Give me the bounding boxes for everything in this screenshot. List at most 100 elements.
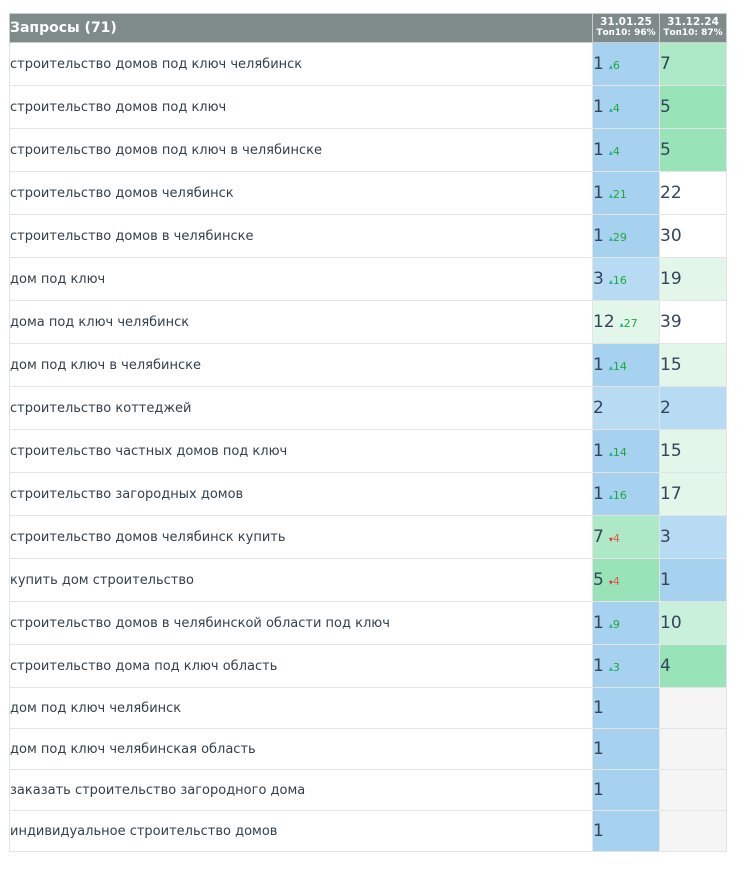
position-change: ▴14 bbox=[609, 360, 627, 373]
position-value: 10 bbox=[660, 613, 682, 633]
position-cell-current: 2 bbox=[592, 386, 660, 430]
change-value: 4 bbox=[612, 532, 620, 545]
query-text[interactable]: индивидуальное строительство домов bbox=[9, 810, 593, 852]
column-top10: Топ10: 87% bbox=[663, 28, 723, 38]
table-row: строительство домов челябинск 1 ▴21 22 bbox=[9, 171, 727, 215]
position-change: ▴27 bbox=[620, 317, 638, 330]
query-text[interactable]: купить дом строительство bbox=[9, 558, 593, 602]
position-value: 7 bbox=[660, 54, 671, 74]
column-date: 31.12.24 bbox=[667, 16, 719, 28]
query-text[interactable]: дома под ключ челябинск bbox=[9, 300, 593, 344]
query-text[interactable]: дом под ключ челябинская область bbox=[9, 728, 593, 770]
position-change: ▴3 bbox=[609, 661, 620, 674]
position-cell-previous: 4 bbox=[659, 644, 727, 688]
position-cell-current: 1 ▴14 bbox=[592, 429, 660, 473]
date-column-header[interactable]: 31.12.24 Топ10: 87% bbox=[659, 13, 727, 43]
query-text[interactable]: дом под ключ в челябинске bbox=[9, 343, 593, 387]
position-value: 17 bbox=[660, 484, 682, 504]
query-text[interactable]: строительство домов челябинск купить bbox=[9, 515, 593, 559]
position-value: 4 bbox=[660, 656, 671, 676]
position-cell-previous: 1 bbox=[659, 558, 727, 602]
position-value: 12 bbox=[593, 312, 615, 332]
table-row: строительство домов под ключ 1 ▴4 5 bbox=[9, 85, 727, 129]
query-text[interactable]: строительство частных домов под ключ bbox=[9, 429, 593, 473]
arrow-down-icon: ▾ bbox=[608, 578, 613, 587]
arrow-up-icon: ▴ bbox=[608, 105, 613, 114]
position-cell-current: 1 ▴16 bbox=[592, 472, 660, 516]
query-text[interactable]: строительство домов под ключ челябинск bbox=[9, 42, 593, 86]
position-value: 1 bbox=[593, 780, 604, 800]
position-cell-previous bbox=[659, 728, 727, 770]
arrow-up-icon: ▴ bbox=[608, 363, 613, 372]
query-text[interactable]: строительство домов челябинск bbox=[9, 171, 593, 215]
position-value: 1 bbox=[593, 226, 604, 246]
arrow-up-icon: ▴ bbox=[608, 449, 613, 458]
arrow-up-icon: ▴ bbox=[608, 492, 613, 501]
position-value: 15 bbox=[660, 441, 682, 461]
position-change: ▴21 bbox=[609, 188, 627, 201]
position-value: 1 bbox=[593, 739, 604, 759]
position-change: ▴4 bbox=[609, 145, 620, 158]
table-row: строительство загородных домов 1 ▴16 17 bbox=[9, 472, 727, 516]
position-value: 1 bbox=[593, 656, 604, 676]
position-cell-current: 1 bbox=[592, 728, 660, 770]
position-value: 1 bbox=[593, 97, 604, 117]
table-row: заказать строительство загородного дома 1 bbox=[9, 769, 727, 811]
position-value: 1 bbox=[593, 54, 604, 74]
position-cell-current: 7 ▾4 bbox=[592, 515, 660, 559]
position-cell-previous: 39 bbox=[659, 300, 727, 344]
table-row: дома под ключ челябинск 12 ▴27 39 bbox=[9, 300, 727, 344]
column-top10: Топ10: 96% bbox=[596, 28, 656, 38]
arrow-up-icon: ▴ bbox=[608, 62, 613, 71]
query-text[interactable]: заказать строительство загородного дома bbox=[9, 769, 593, 811]
query-text[interactable]: дом под ключ челябинск bbox=[9, 687, 593, 729]
position-cell-current: 1 ▴4 bbox=[592, 128, 660, 172]
position-cell-current: 1 ▴4 bbox=[592, 85, 660, 129]
query-text[interactable]: строительство коттеджей bbox=[9, 386, 593, 430]
position-value: 1 bbox=[593, 355, 604, 375]
change-value: 16 bbox=[612, 274, 627, 287]
position-cell-previous: 2 bbox=[659, 386, 727, 430]
table-row: дом под ключ 3 ▴16 19 bbox=[9, 257, 727, 301]
query-text[interactable]: строительство загородных домов bbox=[9, 472, 593, 516]
change-value: 16 bbox=[612, 489, 627, 502]
arrow-up-icon: ▴ bbox=[608, 277, 613, 286]
position-value: 1 bbox=[593, 698, 604, 718]
table-row: купить дом строительство 5 ▾4 1 bbox=[9, 558, 727, 602]
position-cell-current: 3 ▴16 bbox=[592, 257, 660, 301]
position-cell-current: 1 ▴9 bbox=[592, 601, 660, 645]
position-cell-previous: 5 bbox=[659, 128, 727, 172]
date-column-header[interactable]: 31.01.25 Топ10: 96% bbox=[592, 13, 660, 43]
change-value: 21 bbox=[612, 188, 627, 201]
table-row: строительство домов в челябинской област… bbox=[9, 601, 727, 645]
query-text[interactable]: строительство домов в челябинской област… bbox=[9, 601, 593, 645]
queries-column-header[interactable]: Запросы (71) bbox=[9, 13, 593, 43]
position-change: ▴9 bbox=[609, 618, 620, 631]
position-cell-current: 1 ▴21 bbox=[592, 171, 660, 215]
position-cell-previous bbox=[659, 810, 727, 852]
query-text[interactable]: строительство дома под ключ область bbox=[9, 644, 593, 688]
table-row: строительство коттеджей 2 2 bbox=[9, 386, 727, 430]
position-value: 30 bbox=[660, 226, 682, 246]
position-cell-current: 1 bbox=[592, 769, 660, 811]
position-cell-previous bbox=[659, 769, 727, 811]
query-text[interactable]: строительство домов под ключ в челябинск… bbox=[9, 128, 593, 172]
table-header-row: Запросы (71) 31.01.25 Топ10: 96% 31.12.2… bbox=[9, 13, 727, 43]
position-value: 1 bbox=[660, 570, 671, 590]
position-value: 3 bbox=[593, 269, 604, 289]
column-date: 31.01.25 bbox=[600, 16, 652, 28]
position-cell-previous: 10 bbox=[659, 601, 727, 645]
position-cell-current: 1 bbox=[592, 687, 660, 729]
table-row: дом под ключ в челябинске 1 ▴14 15 bbox=[9, 343, 727, 387]
position-cell-current: 5 ▾4 bbox=[592, 558, 660, 602]
position-cell-previous: 22 bbox=[659, 171, 727, 215]
table-row: строительство домов под ключ челябинск 1 ▴… bbox=[9, 42, 727, 86]
query-text[interactable]: дом под ключ bbox=[9, 257, 593, 301]
position-cell-previous: 15 bbox=[659, 343, 727, 387]
arrow-up-icon: ▴ bbox=[608, 664, 613, 673]
position-cell-current: 1 ▴14 bbox=[592, 343, 660, 387]
table-row: строительство дома под ключ область 1 ▴3 4 bbox=[9, 644, 727, 688]
position-cell-previous: 3 bbox=[659, 515, 727, 559]
query-text[interactable]: строительство домов в челябинске bbox=[9, 214, 593, 258]
query-text[interactable]: строительство домов под ключ bbox=[9, 85, 593, 129]
